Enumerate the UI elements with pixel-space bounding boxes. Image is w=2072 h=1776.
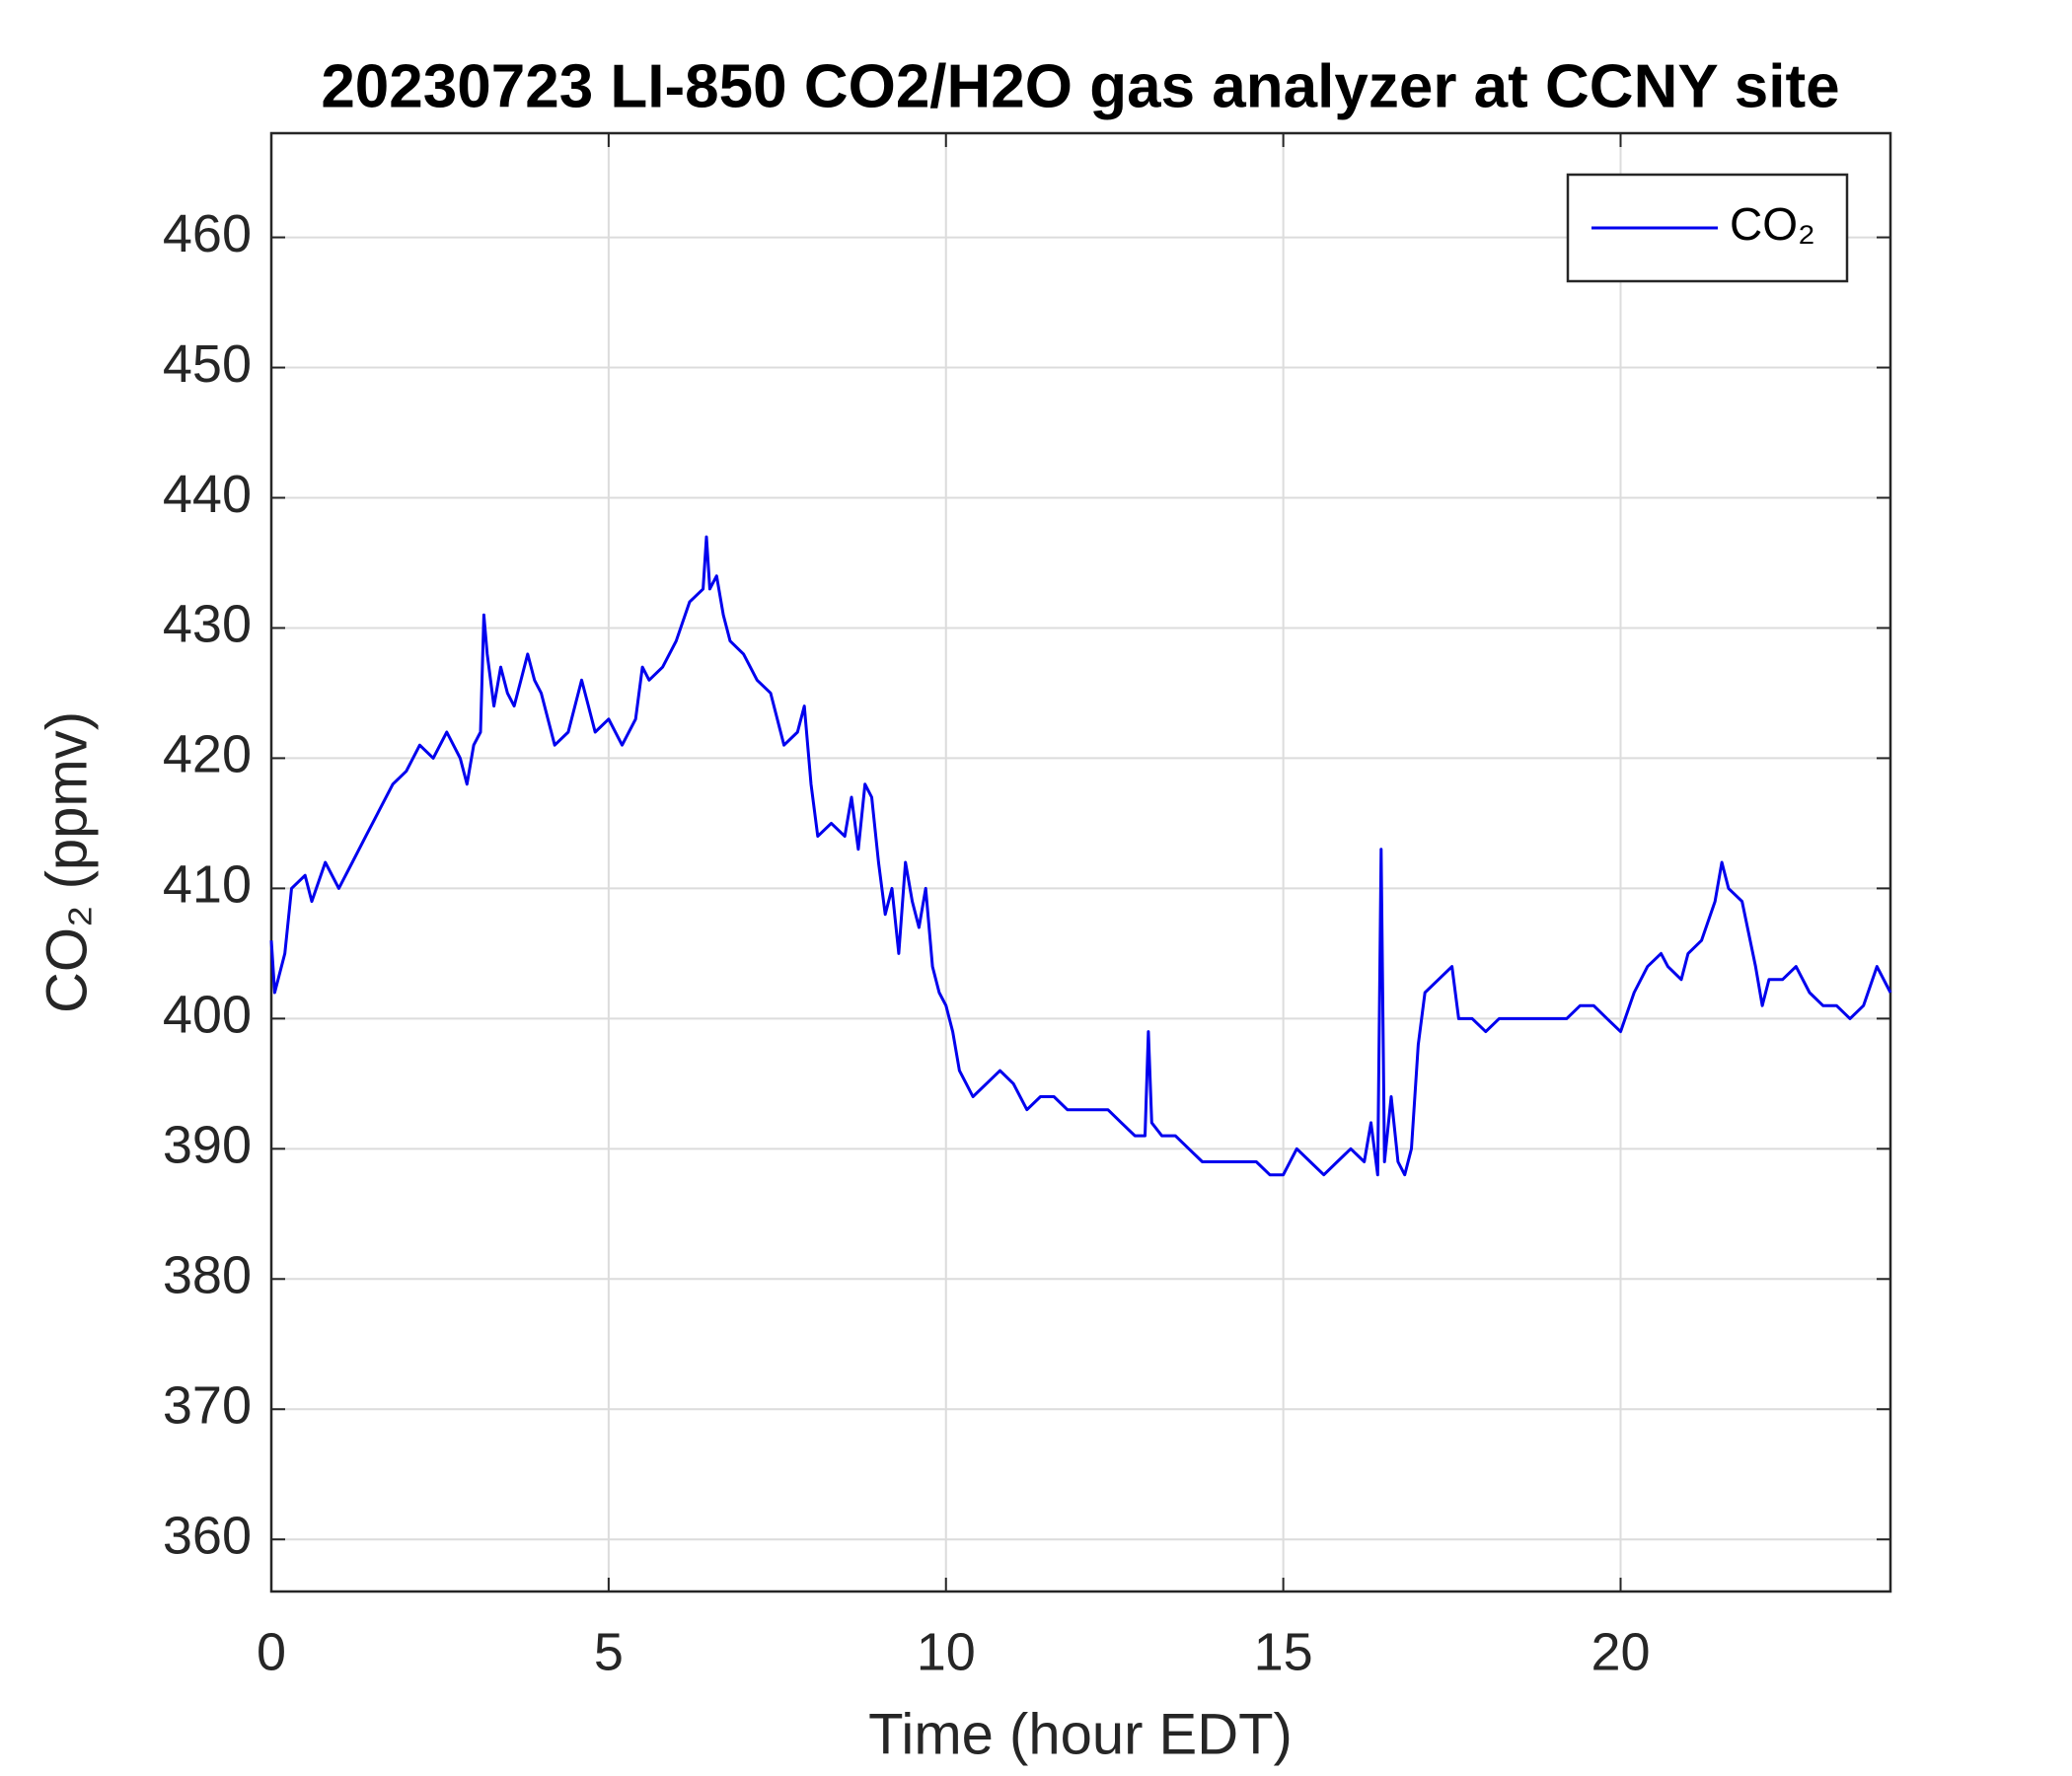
data-line bbox=[269, 535, 1892, 1177]
y-tick-label: 390 bbox=[163, 1116, 252, 1175]
y-tick-label: 380 bbox=[163, 1246, 252, 1305]
y-tick-label: 400 bbox=[163, 986, 252, 1045]
y-tick-label: 460 bbox=[163, 204, 252, 263]
y-tick-label: 450 bbox=[163, 334, 252, 394]
chart-title: 20230723 LI-850 CO2/H2O gas analyzer at … bbox=[321, 52, 1839, 120]
y-axis-label: CO₂ (ppmv) bbox=[35, 711, 99, 1013]
x-tick-label: 10 bbox=[917, 1622, 976, 1681]
y-tick-label: 410 bbox=[163, 855, 252, 915]
plot-frame bbox=[269, 131, 1892, 1593]
x-tick-label: 15 bbox=[1254, 1622, 1313, 1681]
x-tick-label: 20 bbox=[1591, 1622, 1650, 1681]
y-tick-label: 440 bbox=[163, 465, 252, 524]
y-tick-label: 370 bbox=[163, 1376, 252, 1436]
x-axis-label: Time (hour EDT) bbox=[868, 1702, 1293, 1766]
x-tick-label: 0 bbox=[257, 1622, 286, 1681]
y-tick-label: 360 bbox=[163, 1506, 252, 1565]
y-tick-label: 430 bbox=[163, 595, 252, 654]
y-tick-label: 420 bbox=[163, 725, 252, 784]
legend-label: CO₂ bbox=[1730, 198, 1815, 250]
x-tick-label: 5 bbox=[594, 1622, 624, 1681]
